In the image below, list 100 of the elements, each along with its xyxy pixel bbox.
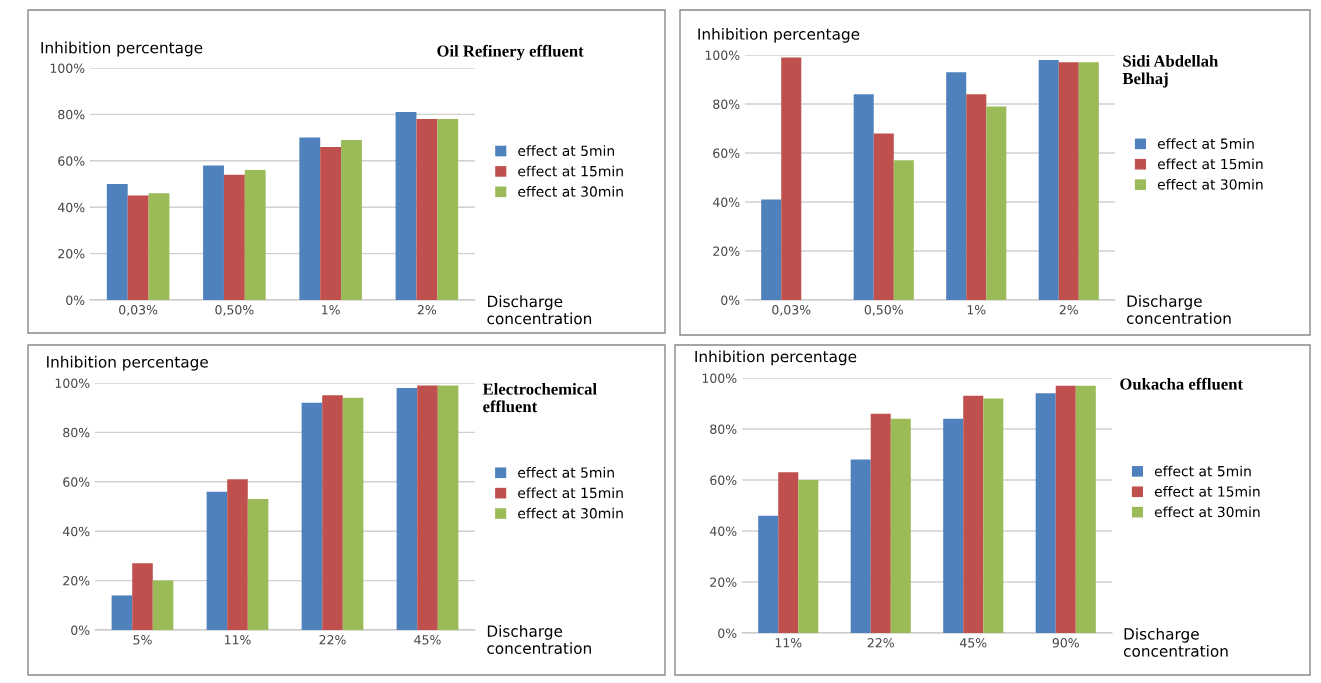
x-axis-title: Discharge concentration	[1126, 295, 1231, 325]
y-tick-label: 0%	[71, 625, 90, 635]
x-axis-title: Discharge concentration	[487, 295, 592, 325]
bar	[106, 184, 128, 300]
bar	[1075, 385, 1096, 633]
x-tick-label: 0,50%	[864, 305, 903, 316]
bar	[1058, 62, 1079, 300]
bar	[111, 595, 133, 630]
y-tick-label: 100%	[55, 378, 90, 388]
bar	[395, 112, 417, 300]
bar	[963, 395, 984, 633]
bar	[1078, 62, 1099, 300]
y-tick-label: 0%	[718, 628, 737, 638]
y-tick-label: 60%	[63, 477, 90, 487]
y-tick-label: 60%	[58, 156, 85, 166]
bar	[417, 385, 438, 630]
x-tick-label: 45%	[959, 638, 987, 648]
y-tick-label: 0%	[721, 295, 740, 305]
text: Sidi Abdellah Belhaj	[1122, 55, 1219, 88]
y-tick-label: 20%	[710, 577, 737, 587]
text: Oukacha effluent	[1120, 377, 1243, 390]
bar	[966, 94, 987, 300]
bar	[342, 397, 364, 630]
x-tick-label: 22%	[867, 638, 894, 648]
y-tick-label: 80%	[63, 427, 90, 438]
bar	[132, 563, 153, 630]
x-tick-label: 45%	[414, 635, 441, 645]
x-tick-label: 1%	[967, 305, 986, 315]
x-axis-title: Discharge concentration	[1123, 627, 1228, 657]
bar	[148, 193, 170, 300]
y-tick-label: 20%	[713, 246, 740, 256]
x-tick-label: 11%	[775, 638, 802, 648]
bar	[437, 119, 459, 300]
bar	[322, 395, 343, 630]
y-tick-label: 20%	[58, 249, 85, 259]
bar	[301, 402, 323, 630]
bar	[341, 139, 362, 300]
y-tick-label: 60%	[710, 475, 737, 485]
bar	[893, 160, 914, 300]
bar	[206, 491, 228, 630]
bar	[946, 72, 967, 300]
y-tick-label: 20%	[63, 576, 90, 586]
legend-label: effect at 30min	[518, 507, 623, 519]
x-tick-label: 1%	[322, 305, 340, 315]
y-tick-label: 100%	[702, 373, 737, 383]
y-tick-label: 80%	[58, 109, 85, 120]
y-tick-label: 80%	[710, 424, 737, 434]
y-tick-label: 100%	[705, 50, 740, 60]
bar	[986, 106, 1007, 300]
y-tick-label: 40%	[712, 197, 740, 207]
bar	[223, 174, 245, 300]
bar	[320, 146, 342, 300]
x-tick-label: 2%	[1059, 305, 1078, 315]
text: Electrochemical effluent	[482, 383, 597, 413]
legend-label: effect at 5min	[1157, 138, 1254, 149]
bar	[983, 398, 1004, 633]
bar	[1035, 393, 1056, 633]
x-tick-label: 90%	[1052, 638, 1079, 648]
bar	[299, 137, 321, 300]
bar	[227, 479, 248, 630]
y-axis-title: Inhibition percentage	[47, 355, 208, 371]
bar	[396, 387, 418, 630]
legend-label: effect at 15min	[1157, 158, 1263, 170]
legend-label: effect at 5min	[518, 145, 615, 157]
bar	[127, 195, 149, 300]
bar	[203, 165, 224, 300]
bar	[850, 459, 871, 633]
legend-label: effect at 30min	[518, 186, 623, 197]
bar	[890, 418, 911, 633]
x-tick-label: 5%	[133, 635, 152, 645]
x-tick-label: 22%	[319, 635, 346, 645]
y-tick-label: 40%	[709, 526, 737, 536]
bar	[758, 515, 779, 633]
x-tick-label: 11%	[224, 635, 251, 645]
y-tick-label: 80%	[713, 99, 740, 109]
y-axis-title: Inhibition percentage	[698, 27, 860, 43]
legend-label: effect at 5min	[1154, 465, 1251, 477]
x-tick-label: 2%	[417, 305, 437, 315]
bar	[781, 57, 802, 300]
y-tick-label: 40%	[62, 526, 90, 537]
bar	[437, 385, 459, 630]
legend-label: effect at 15min	[518, 165, 623, 177]
x-axis-title: Discharge concentration	[487, 625, 591, 654]
bar	[1055, 385, 1076, 633]
bar	[873, 133, 894, 300]
bar	[943, 418, 964, 633]
bar	[778, 472, 799, 633]
bar	[152, 580, 174, 630]
bar	[1038, 59, 1059, 300]
legend-label: effect at 5min	[518, 467, 614, 478]
y-axis-title: Inhibition percentage	[41, 41, 203, 57]
bar	[761, 199, 782, 300]
y-tick-label: 100%	[50, 63, 85, 73]
bar	[247, 499, 269, 630]
x-tick-label: 0,50%	[215, 305, 254, 316]
bar	[870, 413, 891, 633]
bar	[798, 480, 819, 633]
legend-label: effect at 15min	[1154, 486, 1260, 497]
y-tick-label: 40%	[57, 202, 85, 213]
text: Oil Refinery effluent	[437, 44, 584, 61]
